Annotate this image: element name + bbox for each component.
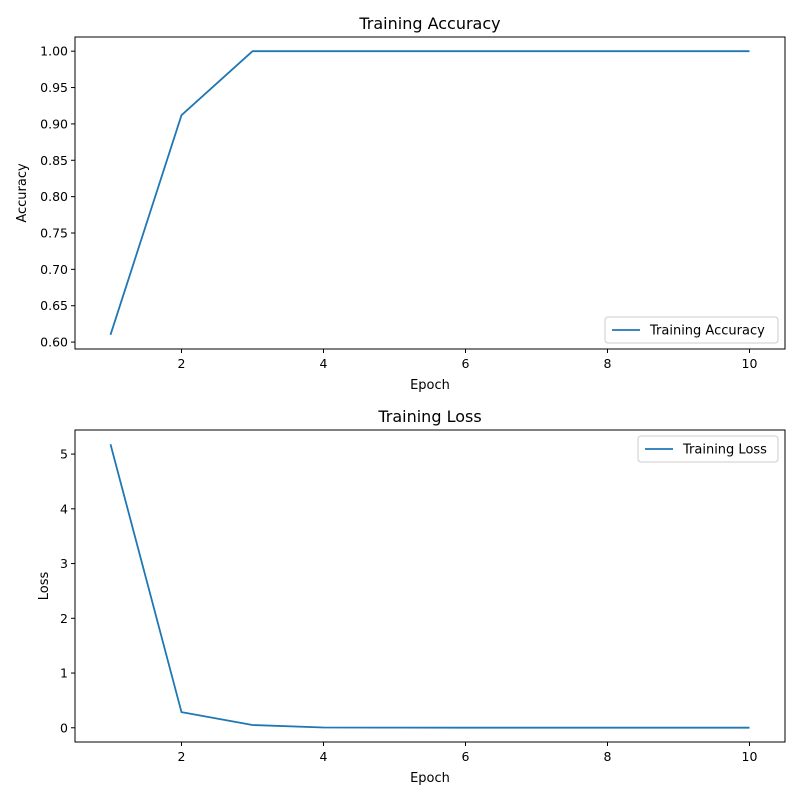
loss-x-axis-label: Epoch xyxy=(410,771,450,786)
acc-x-tick-label: 4 xyxy=(320,356,328,371)
loss-x-tick-label: 6 xyxy=(462,749,470,764)
loss-x-tick-label: 2 xyxy=(178,749,186,764)
acc-x-tick-label: 6 xyxy=(462,356,470,371)
accuracy-legend-label: Training Accuracy xyxy=(649,324,765,339)
loss-subplot: Training Loss 2 4 6 8 10 0 1 2 3 4 5 Epoch Loss T… xyxy=(37,407,786,786)
acc-y-tick-label: 0.70 xyxy=(40,262,68,277)
loss-x-tick-label: 10 xyxy=(742,749,758,764)
accuracy-x-ticks: 2 4 6 8 10 xyxy=(178,349,758,371)
loss-y-ticks: 0 1 2 3 4 5 xyxy=(60,447,75,735)
acc-y-tick-label: 0.80 xyxy=(40,189,68,204)
acc-y-tick-label: 0.60 xyxy=(40,335,68,350)
acc-x-tick-label: 10 xyxy=(742,356,758,371)
loss-y-tick-label: 0 xyxy=(60,720,68,735)
acc-y-tick-label: 0.85 xyxy=(40,153,68,168)
acc-y-tick-label: 1.00 xyxy=(40,44,68,59)
loss-y-tick-label: 4 xyxy=(60,501,68,516)
accuracy-axes-frame xyxy=(74,36,786,350)
loss-y-tick-label: 3 xyxy=(60,556,68,571)
loss-axes-frame xyxy=(74,429,786,743)
accuracy-x-axis-label: Epoch xyxy=(410,378,450,393)
loss-y-axis-label: Loss xyxy=(37,572,52,601)
acc-y-tick-label: 0.95 xyxy=(40,80,68,95)
acc-x-tick-label: 2 xyxy=(178,356,186,371)
accuracy-legend: Training Accuracy xyxy=(604,316,779,344)
loss-y-tick-label: 5 xyxy=(60,447,68,462)
accuracy-chart-title: Training Accuracy xyxy=(358,14,500,33)
accuracy-legend-box xyxy=(604,316,779,344)
accuracy-subplot: Training Accuracy 2 4 6 8 10 0.60 0.65 0.70 0.7… xyxy=(15,14,786,393)
loss-y-tick-label: 1 xyxy=(60,666,68,681)
loss-series-line xyxy=(109,443,750,729)
loss-x-tick-label: 4 xyxy=(320,749,328,764)
loss-legend-label: Training Loss xyxy=(682,443,767,458)
accuracy-y-ticks: 0.60 0.65 0.70 0.75 0.80 0.85 0.90 0.95 1.00 xyxy=(40,44,75,350)
loss-chart-title: Training Loss xyxy=(377,407,481,426)
acc-y-tick-label: 0.75 xyxy=(40,226,68,241)
accuracy-series-line xyxy=(109,50,750,336)
loss-x-ticks: 2 4 6 8 10 xyxy=(178,742,758,764)
acc-y-tick-label: 0.65 xyxy=(40,298,68,313)
loss-legend-box xyxy=(637,435,779,463)
acc-x-tick-label: 8 xyxy=(604,356,612,371)
acc-y-tick-label: 0.90 xyxy=(40,116,68,131)
loss-legend: Training Loss xyxy=(637,435,779,463)
accuracy-y-axis-label: Accuracy xyxy=(15,163,30,223)
loss-y-tick-label: 2 xyxy=(60,611,68,626)
loss-x-tick-label: 8 xyxy=(604,749,612,764)
